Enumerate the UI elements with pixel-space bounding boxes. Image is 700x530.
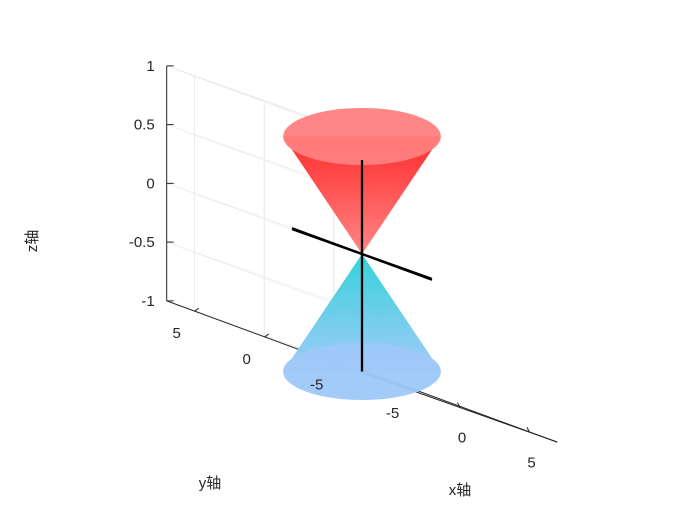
tick-labels: -5 0 5 -5 0 5 -1 -0.5 0 0.5 1 <box>129 58 536 471</box>
y-tick-label: 0 <box>243 351 251 368</box>
x-tick-label: -5 <box>386 405 399 422</box>
z-tick-label: 0.5 <box>134 117 155 134</box>
z-tick-label: 1 <box>146 58 154 75</box>
upper-cone-top <box>283 107 441 166</box>
x-tick-label: 5 <box>527 454 535 471</box>
data-axis-lines <box>291 160 433 372</box>
x-axis-label: x轴 <box>449 482 472 499</box>
z-tick-label: -0.5 <box>129 234 155 251</box>
y-tick <box>264 333 270 338</box>
x-tick <box>526 427 530 433</box>
z-tick-label: 0 <box>146 175 154 192</box>
y-tick-label: 5 <box>173 325 181 342</box>
y-tick <box>194 307 199 312</box>
x-tick-label: 0 <box>458 430 466 447</box>
y-axis-label: y轴 <box>199 475 222 492</box>
y-tick-label: -5 <box>310 377 323 394</box>
x-tick <box>457 402 461 408</box>
z-tick-label: -1 <box>141 293 154 310</box>
z-axis-label: z轴 <box>24 230 41 253</box>
